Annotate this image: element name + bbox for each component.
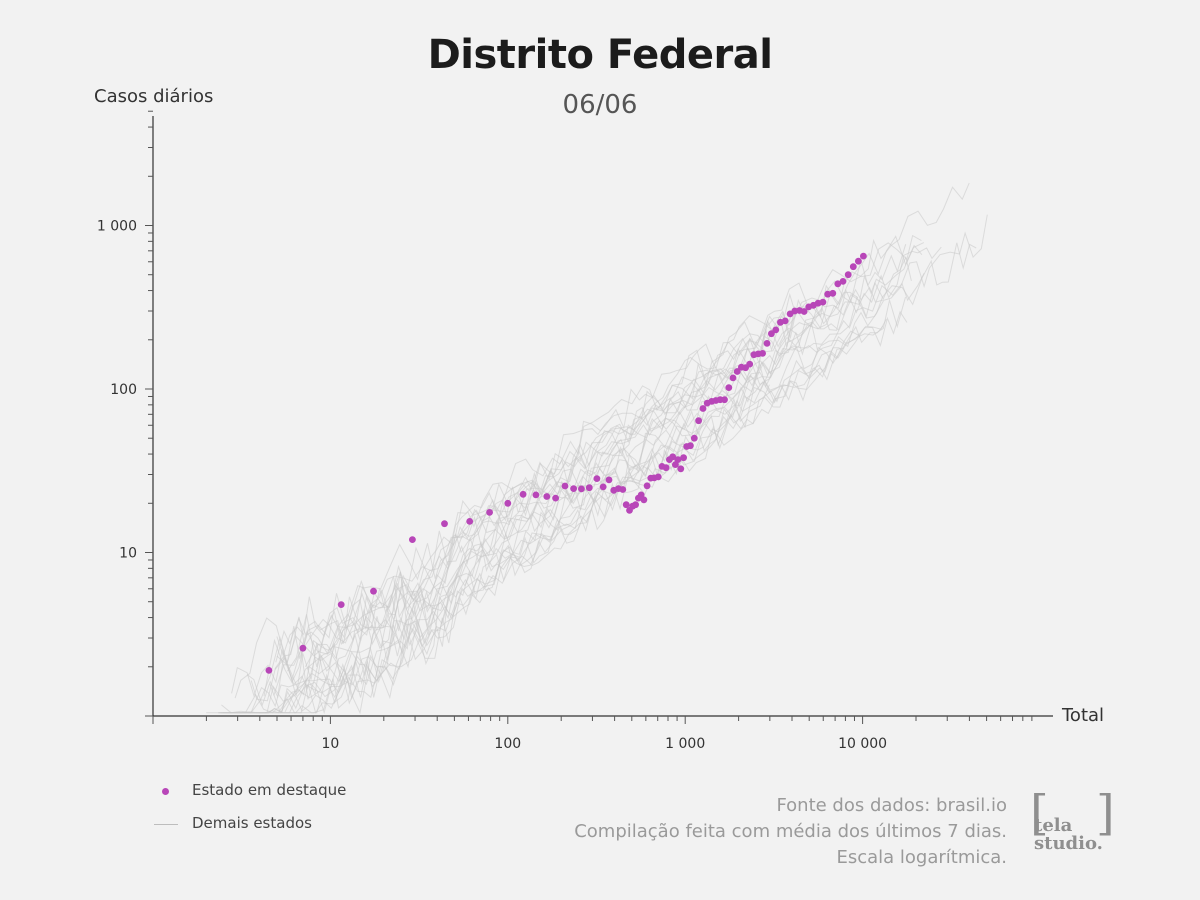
highlight-points (265, 252, 867, 674)
highlight-point (829, 289, 837, 297)
highlight-point (677, 465, 685, 473)
other-states-lines (206, 182, 988, 715)
highlight-point (662, 464, 670, 472)
highlight-point (337, 601, 345, 608)
x-tick-label: 1 000 (665, 736, 705, 752)
highlight-point (532, 491, 540, 499)
highlight-point (519, 490, 527, 498)
highlight-point (768, 330, 775, 338)
highlight-point (593, 475, 601, 482)
other-state-line (234, 182, 970, 699)
highlight-point (834, 280, 842, 288)
highlight-point (680, 454, 687, 462)
other-state-line (217, 321, 818, 714)
highlight-point (687, 442, 694, 450)
highlight-point (781, 317, 789, 325)
highlight-point (674, 456, 682, 463)
highlight-point (265, 667, 273, 674)
highlight-point (504, 499, 512, 507)
highlight-point (729, 374, 737, 382)
chart-subtitle: 06/06 (562, 90, 638, 120)
highlight-point (721, 396, 728, 404)
other-state-line (275, 292, 807, 663)
highlight-point (605, 476, 613, 484)
logo-bracket-left: [ (1030, 785, 1049, 841)
highlight-point (839, 278, 847, 285)
axes: 10 100 1 000 10 000 10 100 1 000 (97, 110, 1053, 752)
other-state-line (218, 296, 906, 714)
legend-others-label: Demais estados (192, 814, 312, 832)
highlight-point (466, 518, 474, 525)
highlight-point (599, 483, 607, 491)
highlight-point (759, 350, 766, 357)
y-axis-label: Casos diários (94, 86, 214, 107)
other-state-line (307, 310, 790, 670)
other-state-line (274, 242, 925, 682)
source-note: Fonte dos dados: brasil.io (776, 795, 1007, 816)
highlight-point (561, 482, 569, 490)
logo-bracket-right: ] (1096, 785, 1115, 841)
chart-title: Distrito Federal (427, 32, 773, 78)
x-tick-label: 10 000 (838, 736, 887, 752)
highlight-point (690, 434, 698, 442)
highlight-point (699, 405, 707, 412)
highlight-point (486, 509, 493, 516)
highlight-point (763, 340, 771, 347)
highlight-point (622, 501, 630, 509)
highlight-point (441, 520, 448, 528)
highlight-point (632, 501, 639, 509)
y-tick-label: 10 (119, 546, 137, 562)
logo-word-studio: studio. (1034, 833, 1103, 854)
other-state-line (259, 318, 887, 714)
legend-highlight-label: Estado em destaque (192, 781, 347, 799)
highlight-point (746, 360, 754, 368)
highlight-point (570, 485, 577, 492)
highlight-point (669, 453, 677, 461)
highlight-point (824, 290, 832, 298)
other-state-line (304, 331, 767, 668)
highlight-point (643, 482, 651, 490)
highlight-point (552, 494, 559, 502)
other-state-line (276, 282, 810, 658)
highlight-point (733, 368, 741, 375)
x-tick-label: 10 (321, 736, 339, 752)
x-axis-label: Total (1062, 705, 1105, 726)
other-state-line (250, 234, 922, 702)
x-tick-label: 100 (494, 736, 521, 752)
chart-notes: Fonte dos dados: brasil.io Compilação fe… (574, 793, 1007, 871)
other-state-line (310, 310, 908, 715)
legend-others-marker (154, 824, 178, 825)
highlight-point (725, 384, 733, 391)
other-state-line (247, 325, 884, 714)
highlight-point (849, 263, 857, 271)
tela-studio-logo: [ ] tela studio. (1030, 789, 1115, 855)
scale-note: Escala logarítmica. (836, 847, 1007, 868)
highlight-point (819, 298, 827, 306)
other-state-line (239, 272, 925, 714)
other-state-line (222, 330, 861, 714)
highlight-point (543, 493, 551, 500)
highlight-point (800, 308, 808, 315)
y-tick-label: 100 (110, 382, 137, 398)
highlight-point (860, 252, 867, 260)
highlight-point (855, 257, 862, 265)
highlight-point (578, 485, 585, 493)
highlight-point (299, 644, 307, 652)
highlight-point (695, 417, 702, 425)
other-state-line (269, 214, 988, 714)
logo-word-tela: tela (1034, 815, 1073, 836)
y-tick-label: 1 000 (97, 219, 137, 235)
highlight-point (844, 271, 852, 279)
other-state-line (263, 235, 923, 697)
highlight-point (619, 486, 627, 493)
method-note: Compilação feita com média dos últimos 7… (574, 821, 1007, 842)
highlight-point (409, 536, 416, 543)
legend-highlight-marker (162, 788, 169, 795)
highlight-point (640, 496, 648, 504)
highlight-point (654, 473, 662, 481)
highlight-point (772, 326, 780, 334)
highlight-point (585, 484, 593, 492)
highlight-point (370, 587, 377, 595)
